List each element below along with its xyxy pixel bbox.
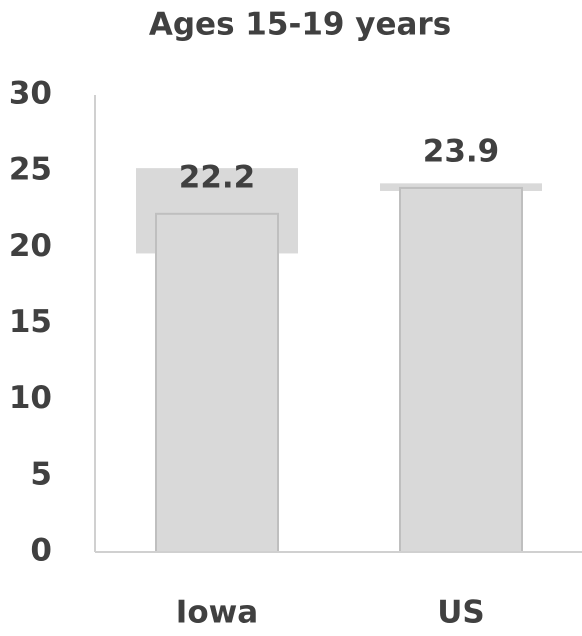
y-tick-label: 20 — [9, 228, 52, 264]
chart-title: Ages 15-19 years — [149, 7, 451, 43]
y-tick-label: 10 — [9, 380, 52, 416]
y-tick-label: 15 — [9, 304, 52, 340]
bar — [399, 186, 523, 553]
y-tick-label: 0 — [30, 533, 52, 569]
x-tick-label: Iowa — [176, 595, 258, 631]
y-tick-label: 30 — [9, 76, 52, 112]
data-label: 23.9 — [423, 133, 500, 169]
y-tick-label: 5 — [30, 456, 52, 492]
x-tick-label: US — [437, 595, 485, 631]
data-label: 22.2 — [179, 159, 256, 195]
bar — [155, 212, 279, 553]
y-tick-label: 25 — [9, 152, 52, 188]
